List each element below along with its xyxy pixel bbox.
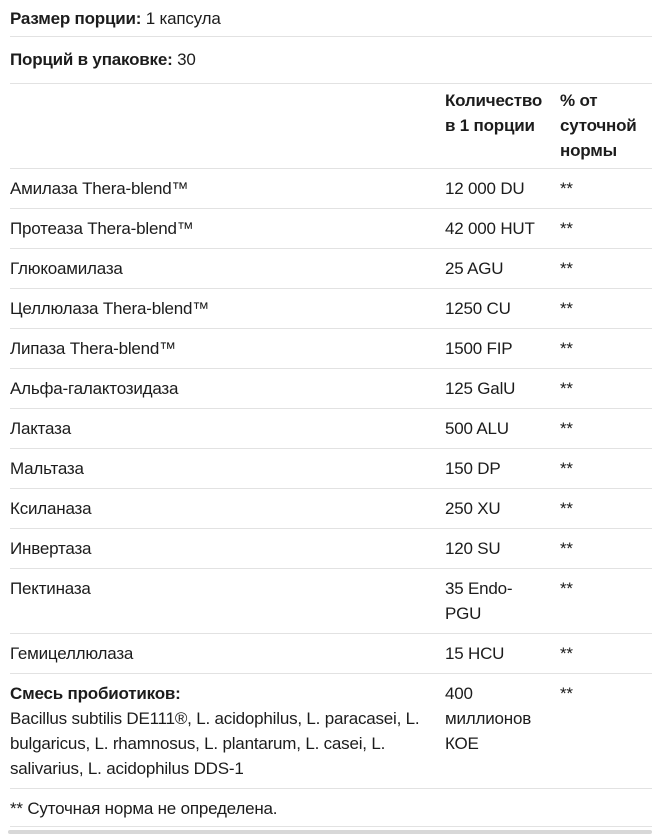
daily-value-footnote: ** Суточная норма не определена. — [10, 789, 652, 827]
ingredient-amount: 42 000 HUT — [445, 219, 535, 238]
table-row: Альфа-галактозидаза 125 GalU ** — [10, 369, 652, 409]
servings-per-container-value: 30 — [177, 50, 196, 69]
amount-column-header: Количество в 1 порции — [445, 91, 543, 135]
serving-size-value: 1 капсула — [145, 9, 221, 28]
table-row: Мальтаза 150 DP ** — [10, 449, 652, 489]
ingredient-daily-value: ** — [560, 539, 573, 558]
ingredient-daily-value: ** — [560, 499, 573, 518]
table-row: Глюкоамилаза 25 AGU ** — [10, 249, 652, 289]
ingredient-daily-value: ** — [560, 299, 573, 318]
ingredient-amount: 1250 CU — [445, 299, 511, 318]
ingredient-daily-value: ** — [560, 459, 573, 478]
ingredient-name: Пектиназа — [10, 579, 91, 598]
table-row: Амилаза Thera-blend™ 12 000 DU ** — [10, 169, 652, 209]
probiotic-blend-label: Смесь пробиотиков: — [10, 684, 181, 703]
ingredient-name: Смесь пробиотиков: Bacillus subtilis DE1… — [10, 681, 445, 781]
ingredient-daily-value: ** — [560, 379, 573, 398]
probiotic-blend-description: Bacillus subtilis DE111®, L. acidophilus… — [10, 709, 420, 778]
ingredient-name: Ксиланаза — [10, 499, 92, 518]
table-row: Ксиланаза 250 XU ** — [10, 489, 652, 529]
ingredient-daily-value: ** — [560, 259, 573, 278]
ingredient-name: Целлюлаза Thera-blend™ — [10, 299, 210, 318]
ingredient-amount: 15 HCU — [445, 644, 505, 663]
table-header-row: Количество в 1 порции % от суточной норм… — [10, 84, 652, 169]
table-row: Протеаза Thera-blend™ 42 000 HUT ** — [10, 209, 652, 249]
serving-size-row: Размер порции: 1 капсула — [10, 0, 652, 37]
ingredient-daily-value: ** — [560, 219, 573, 238]
ingredient-amount: 400 миллионов КОЕ — [445, 684, 532, 753]
servings-per-container-label: Порций в упаковке: — [10, 50, 173, 69]
ingredient-amount: 25 AGU — [445, 259, 504, 278]
ingredient-daily-value: ** — [560, 684, 573, 703]
ingredient-name: Гемицеллюлаза — [10, 644, 134, 663]
ingredient-amount: 150 DP — [445, 459, 501, 478]
servings-per-container-row: Порций в упаковке: 30 — [10, 37, 652, 84]
horizontal-scrollbar-track[interactable] — [8, 830, 652, 835]
ingredient-amount: 120 SU — [445, 539, 501, 558]
table-row: Инвертаза 120 SU ** — [10, 529, 652, 569]
ingredient-name: Протеаза Thera-blend™ — [10, 219, 194, 238]
ingredient-amount: 12 000 DU — [445, 179, 525, 198]
ingredient-daily-value: ** — [560, 339, 573, 358]
ingredient-daily-value: ** — [560, 644, 573, 663]
ingredient-daily-value: ** — [560, 179, 573, 198]
ingredient-amount: 1500 FIP — [445, 339, 513, 358]
ingredient-name: Амилаза Thera-blend™ — [10, 179, 189, 198]
table-row: Пектиназа 35 Endo-PGU ** — [10, 569, 652, 634]
daily-value-column-header: % от суточной нормы — [560, 91, 637, 160]
table-row: Липаза Thera-blend™ 1500 FIP ** — [10, 329, 652, 369]
ingredient-amount: 35 Endo-PGU — [445, 579, 513, 623]
table-row: Лактаза 500 ALU ** — [10, 409, 652, 449]
ingredient-amount: 500 ALU — [445, 419, 509, 438]
table-row: Гемицеллюлаза 15 HCU ** — [10, 634, 652, 674]
ingredient-name: Мальтаза — [10, 459, 84, 478]
horizontal-scrollbar-thumb[interactable] — [8, 830, 652, 834]
ingredient-name: Альфа-галактозидаза — [10, 379, 179, 398]
serving-size-label: Размер порции: — [10, 9, 142, 28]
ingredient-name: Глюкоамилаза — [10, 259, 123, 278]
ingredient-amount: 250 XU — [445, 499, 501, 518]
table-row: Целлюлаза Thera-blend™ 1250 CU ** — [10, 289, 652, 329]
ingredient-name: Липаза Thera-blend™ — [10, 339, 176, 358]
ingredient-amount: 125 GalU — [445, 379, 516, 398]
ingredient-daily-value: ** — [560, 579, 573, 598]
table-row-probiotic-blend: Смесь пробиотиков: Bacillus subtilis DE1… — [10, 674, 652, 789]
ingredient-name: Лактаза — [10, 419, 71, 438]
ingredient-daily-value: ** — [560, 419, 573, 438]
ingredient-name: Инвертаза — [10, 539, 92, 558]
